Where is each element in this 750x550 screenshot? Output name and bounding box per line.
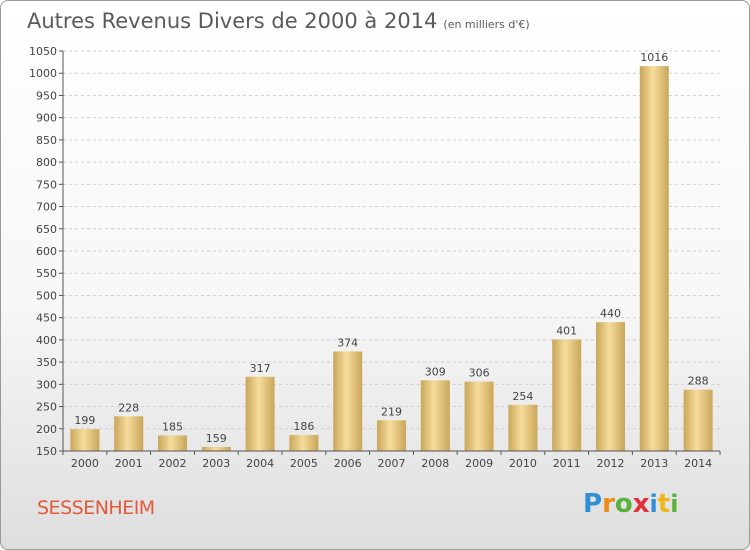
bar-2006 [333, 351, 363, 451]
x-tick-label-2013: 2013 [640, 457, 668, 470]
data-labels: 199 228 185 159 317 186 374 219 309 306 254 401 440 1… [74, 51, 708, 445]
x-tick-label-2007: 2007 [378, 457, 406, 470]
x-axis-ticks: 2000 2001 2002 2003 2004 2005 2006 2007 2008 2009… [62, 451, 721, 470]
y-tick-label: 350 [36, 356, 57, 369]
bar-2001 [114, 416, 144, 451]
data-label-2012: 440 [600, 307, 621, 320]
x-tick-label-2008: 2008 [421, 457, 449, 470]
proxiti-logo[interactable]: Proxiti [583, 489, 678, 519]
x-tick-label-2004: 2004 [246, 457, 274, 470]
bar-2014 [683, 389, 713, 451]
y-tick-label: 550 [36, 267, 57, 280]
bar-2002 [158, 435, 187, 451]
logo-letter: t [657, 489, 671, 519]
bar-2004 [245, 376, 275, 451]
city-name: SESSENHEIM [37, 497, 155, 519]
logo-letter: o [614, 489, 633, 519]
data-label-2011: 401 [556, 324, 577, 337]
x-tick-label-2006: 2006 [334, 457, 362, 470]
y-tick-label: 700 [36, 201, 57, 214]
y-tick-label: 650 [36, 223, 57, 236]
data-label-2003: 159 [206, 432, 227, 445]
x-tick-label-2005: 2005 [290, 457, 318, 470]
bar-2011 [552, 339, 582, 451]
y-tick-label: 150 [36, 445, 57, 458]
data-label-2014: 288 [688, 375, 709, 388]
y-tick-label: 1050 [29, 45, 57, 58]
data-label-2008: 309 [425, 365, 446, 378]
bar-2012 [596, 322, 625, 451]
x-tick-label-2009: 2009 [465, 457, 493, 470]
data-label-2001: 228 [118, 401, 139, 414]
y-tick-label: 400 [36, 334, 57, 347]
y-tick-label: 950 [36, 89, 57, 102]
y-tick-label: 500 [36, 289, 57, 302]
data-label-2005: 186 [293, 420, 314, 433]
y-tick-label: 300 [36, 378, 57, 391]
x-tick-label-2003: 2003 [202, 457, 230, 470]
bar-2007 [377, 420, 406, 451]
logo-letter: P [583, 489, 603, 519]
logo-letter: i [670, 490, 679, 518]
y-tick-label: 750 [36, 178, 57, 191]
y-tick-label: 200 [36, 423, 57, 436]
chart-subtitle: (en milliers d'€) [443, 18, 530, 31]
data-label-2007: 219 [381, 405, 402, 418]
data-label-2006: 374 [337, 336, 358, 349]
y-tick-label: 250 [36, 401, 57, 414]
bar-2009 [464, 381, 494, 451]
data-label-2002: 185 [162, 420, 183, 433]
bar-2005 [289, 435, 319, 451]
y-axis-ticks: 150 200 250 300 350 400 450 500 550 600 650 700 750 8… [29, 45, 63, 458]
y-tick-label: 600 [36, 245, 57, 258]
x-tick-label-2011: 2011 [553, 457, 581, 470]
x-tick-label-2012: 2012 [597, 457, 625, 470]
axes [62, 51, 720, 452]
bars [70, 66, 713, 451]
chart-title: Autres Revenus Divers de 2000 à 2014 (en … [27, 9, 530, 33]
y-tick-label: 450 [36, 312, 57, 325]
bar-2013 [639, 66, 669, 451]
data-label-2013: 1016 [640, 51, 668, 64]
data-label-2009: 306 [469, 367, 490, 380]
logo-letter: i [649, 490, 658, 518]
y-tick-label: 850 [36, 134, 57, 147]
x-tick-label-2001: 2001 [115, 457, 143, 470]
y-tick-label: 900 [36, 112, 57, 125]
x-tick-label-2014: 2014 [684, 457, 712, 470]
bar-2000 [70, 429, 100, 451]
data-label-2000: 199 [74, 414, 95, 427]
y-tick-label: 1000 [29, 67, 57, 80]
x-tick-label-2002: 2002 [159, 457, 187, 470]
data-label-2010: 254 [512, 390, 533, 403]
bar-2003 [201, 447, 231, 451]
data-label-2004: 317 [250, 362, 271, 375]
bar-2010 [508, 404, 538, 451]
y-tick-label: 800 [36, 156, 57, 169]
x-tick-label-2000: 2000 [71, 457, 99, 470]
logo-letter: r [602, 489, 615, 519]
logo-letter: x [632, 489, 650, 519]
chart-title-text: Autres Revenus Divers de 2000 à 2014 [27, 9, 438, 33]
x-tick-label-2010: 2010 [509, 457, 537, 470]
bar-2008 [420, 380, 450, 451]
